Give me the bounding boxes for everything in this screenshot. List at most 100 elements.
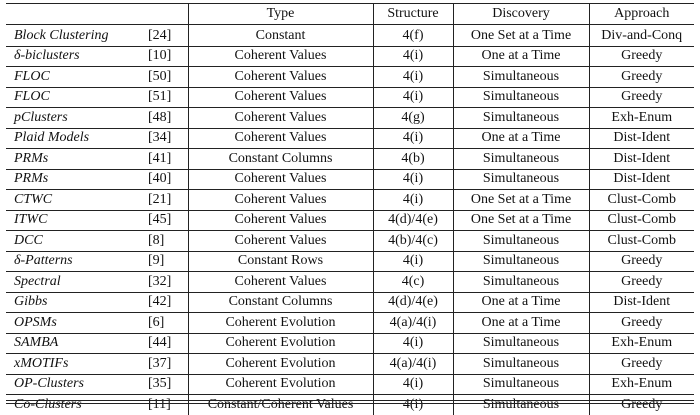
- cell-name: FLOC: [6, 87, 144, 108]
- table-row: δ-Patterns [9] Constant Rows 4(i) Simultaneo…: [6, 251, 694, 272]
- cell-ref: [34]: [144, 128, 189, 149]
- table-row: SAMBA [44] Coherent Evolution 4(i) Simultane…: [6, 333, 694, 354]
- table-row: Gibbs [42] Constant Columns 4(d)/4(e) One at…: [6, 292, 694, 313]
- cell-discovery: One at a Time: [452, 128, 590, 149]
- cell-structure: 4(i): [372, 169, 454, 190]
- header-structure: Structure: [372, 4, 454, 25]
- cell-name: δ-biclusters: [6, 46, 144, 67]
- cell-discovery: One Set at a Time: [452, 210, 590, 231]
- cell-ref: [11]: [144, 394, 189, 415]
- table-row: δ-biclusters [10] Coherent Values 4(i) One a…: [6, 46, 694, 67]
- cell-structure: 4(i): [372, 374, 454, 395]
- cell-approach: Dist-Ident: [588, 292, 694, 313]
- cell-approach: Greedy: [588, 251, 694, 272]
- cell-discovery: Simultaneous: [452, 271, 590, 293]
- cell-name: δ-Patterns: [6, 251, 144, 272]
- cell-ref: [24]: [144, 24, 189, 47]
- cell-type: Constant: [187, 24, 374, 47]
- table-row: OPSMs [6] Coherent Evolution 4(a)/4(i) One a…: [6, 312, 694, 334]
- table-row: PRMs [41] Constant Columns 4(b) Simultaneous…: [6, 148, 694, 170]
- cell-approach: Exh-Enum: [588, 333, 694, 354]
- cell-type: Constant Rows: [187, 251, 374, 272]
- cell-structure: 4(i): [372, 394, 454, 415]
- table-row: CTWC [21] Coherent Values 4(i) One Set at a …: [6, 189, 694, 211]
- cell-discovery: Simultaneous: [452, 66, 590, 88]
- table-row: PRMs [40] Coherent Values 4(i) Simultaneous D…: [6, 169, 694, 190]
- cell-structure: 4(a)/4(i): [372, 312, 454, 334]
- table-row: OP-Clusters [35] Coherent Evolution 4(i) Sim…: [6, 374, 694, 395]
- cell-type: Coherent Values: [187, 210, 374, 231]
- cell-type: Constant Columns: [187, 292, 374, 313]
- cell-type: Coherent Values: [187, 87, 374, 108]
- cell-approach: Clust-Comb: [588, 189, 694, 211]
- cell-approach: Dist-Ident: [588, 169, 694, 190]
- cell-ref: [9]: [144, 251, 189, 272]
- cell-discovery: Simultaneous: [452, 353, 590, 375]
- cell-type: Coherent Evolution: [187, 374, 374, 395]
- cell-structure: 4(i): [372, 128, 454, 149]
- cell-ref: [37]: [144, 353, 189, 375]
- cell-approach: Greedy: [588, 46, 694, 67]
- cell-discovery: Simultaneous: [452, 148, 590, 170]
- cell-ref: [8]: [144, 230, 189, 252]
- cell-name: DCC: [6, 230, 144, 252]
- cell-approach: Greedy: [588, 66, 694, 88]
- cell-discovery: Simultaneous: [452, 230, 590, 252]
- cell-type: Coherent Values: [187, 271, 374, 293]
- header-name: [6, 4, 144, 25]
- cell-discovery: One Set at a Time: [452, 189, 590, 211]
- cell-type: Constant Columns: [187, 148, 374, 170]
- cell-name: FLOC: [6, 66, 144, 88]
- table-row: Plaid Models [34] Coherent Values 4(i) One a…: [6, 128, 694, 149]
- bottom-rule: [6, 400, 694, 401]
- cell-approach: Exh-Enum: [588, 374, 694, 395]
- cell-name: CTWC: [6, 189, 144, 211]
- cell-structure: 4(d)/4(e): [372, 210, 454, 231]
- cell-discovery: Simultaneous: [452, 87, 590, 108]
- cell-type: Coherent Values: [187, 230, 374, 252]
- cell-discovery: One at a Time: [452, 292, 590, 313]
- cell-ref: [42]: [144, 292, 189, 313]
- cell-name: PRMs: [6, 169, 144, 190]
- cell-name: Gibbs: [6, 292, 144, 313]
- cell-discovery: One at a Time: [452, 312, 590, 334]
- cell-type: Constant/Coherent Values: [187, 394, 374, 415]
- cell-ref: [45]: [144, 210, 189, 231]
- table-row: xMOTIFs [37] Coherent Evolution 4(a)/4(i) Si…: [6, 353, 694, 375]
- cell-type: Coherent Values: [187, 107, 374, 129]
- top-rule: [6, 3, 694, 4]
- cell-discovery: Simultaneous: [452, 107, 590, 129]
- cell-ref: [50]: [144, 66, 189, 88]
- cell-structure: 4(i): [372, 189, 454, 211]
- table-row: FLOC [50] Coherent Values 4(i) Simultaneous G…: [6, 66, 694, 88]
- cell-structure: 4(b): [372, 148, 454, 170]
- cell-name: xMOTIFs: [6, 353, 144, 375]
- bottom-rule-double: [6, 403, 694, 404]
- cell-discovery: Simultaneous: [452, 374, 590, 395]
- cell-type: Coherent Evolution: [187, 312, 374, 334]
- cell-approach: Greedy: [588, 271, 694, 293]
- cell-name: OPSMs: [6, 312, 144, 334]
- cell-name: Block Clustering: [6, 24, 144, 47]
- table-body: Block Clustering [24] Constant 4(f) One Set …: [6, 24, 694, 415]
- cell-structure: 4(c): [372, 271, 454, 293]
- table-row: Block Clustering [24] Constant 4(f) One Set …: [6, 24, 694, 47]
- cell-ref: [44]: [144, 333, 189, 354]
- cell-ref: [10]: [144, 46, 189, 67]
- cell-discovery: One Set at a Time: [452, 24, 590, 47]
- cell-ref: [21]: [144, 189, 189, 211]
- cell-approach: Clust-Comb: [588, 210, 694, 231]
- cell-approach: Dist-Ident: [588, 148, 694, 170]
- cell-structure: 4(i): [372, 333, 454, 354]
- cell-name: pClusters: [6, 107, 144, 129]
- cell-structure: 4(i): [372, 46, 454, 67]
- cell-type: Coherent Values: [187, 128, 374, 149]
- cell-discovery: Simultaneous: [452, 251, 590, 272]
- cell-approach: Div-and-Conq: [588, 24, 694, 47]
- cell-name: OP-Clusters: [6, 374, 144, 395]
- cell-name: Spectral: [6, 271, 144, 293]
- cell-type: Coherent Values: [187, 189, 374, 211]
- cell-ref: [48]: [144, 107, 189, 129]
- cell-type: Coherent Evolution: [187, 333, 374, 354]
